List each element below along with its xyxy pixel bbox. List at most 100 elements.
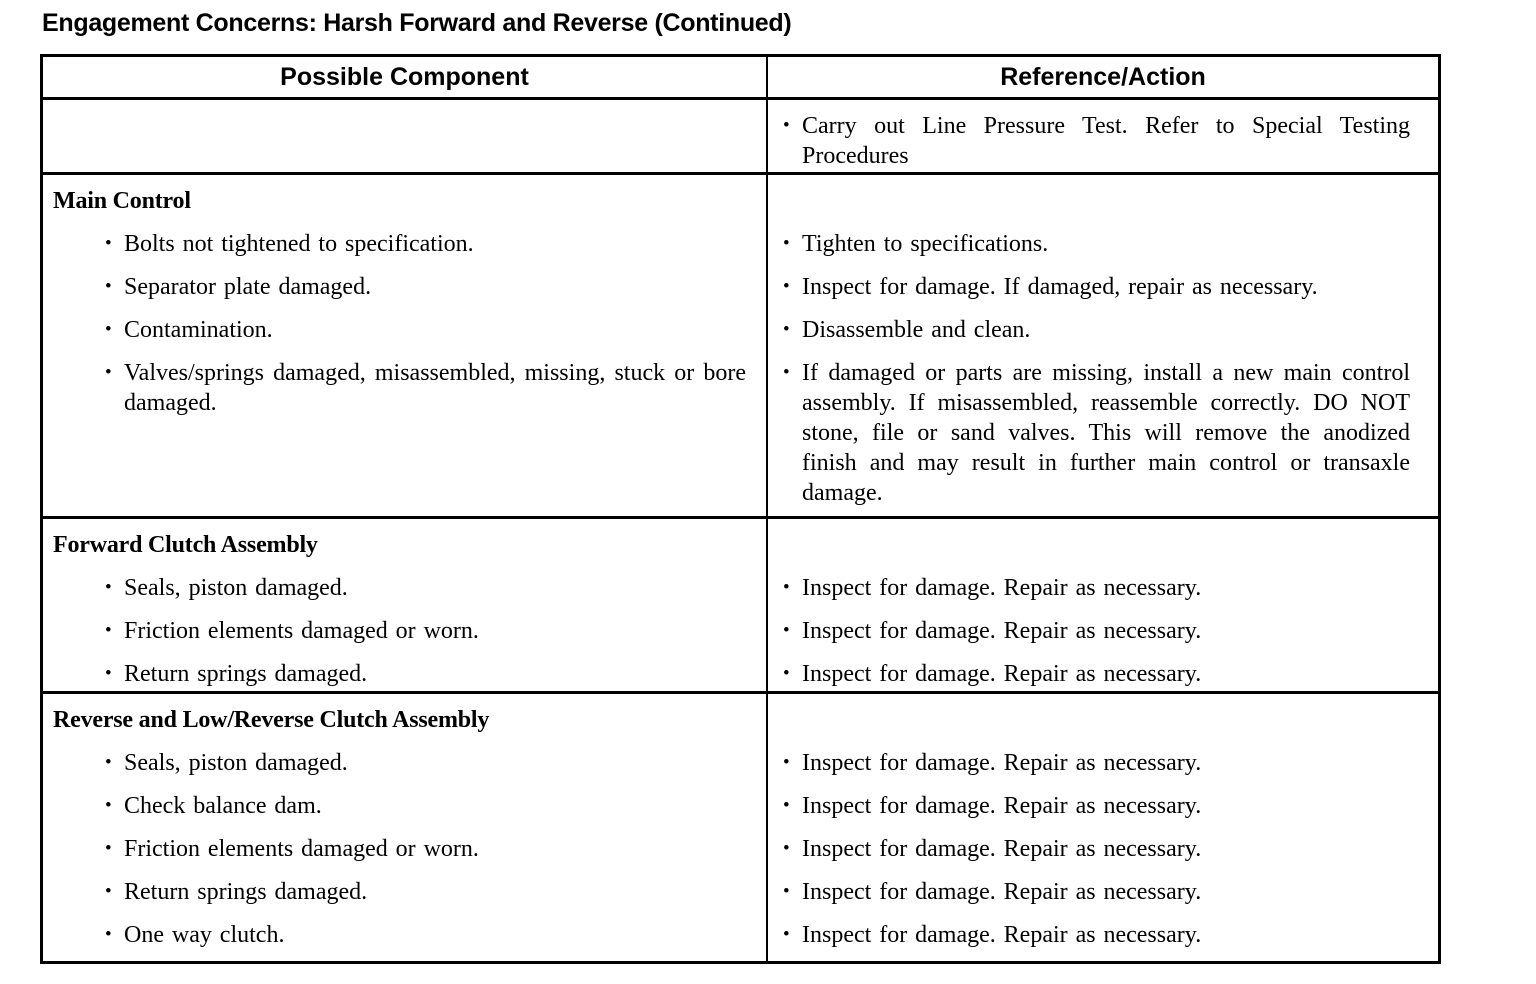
reference-action-cell: • Inspect for damage. Repair as necessary… — [766, 694, 1438, 961]
bullet-icon: • — [783, 881, 790, 902]
component-section-title: Main Control — [53, 188, 191, 214]
bullet-icon: • — [105, 752, 112, 773]
bullet-text: Valves/springs damaged, misassembled, mi… — [124, 360, 746, 416]
bullet-icon: • — [783, 319, 790, 340]
possible-component-cell — [43, 100, 766, 172]
bullet-text: Inspect for damage. Repair as necessary. — [802, 661, 1202, 687]
bullet-text: Inspect for damage. Repair as necessary. — [802, 922, 1202, 948]
reference-action-cell: • Carry out Line Pressure Test. Refer to … — [766, 100, 1438, 172]
action-item-list: • Tighten to specifications. • Inspect for … — [783, 229, 1410, 508]
table-row: Main Control • Bolts not tightened to spec… — [43, 172, 1438, 516]
bullet-icon: • — [105, 795, 112, 816]
bullet-text: If damaged or parts are missing, install… — [802, 360, 1410, 506]
bullet-icon: • — [783, 924, 790, 945]
bullet-text: Inspect for damage. Repair as necessary. — [802, 618, 1202, 644]
bullet-item: • Inspect for damage. Repair as necessary… — [783, 791, 1410, 821]
bullet-item: • Seals, piston damaged. — [105, 573, 746, 603]
bullet-item: • Inspect for damage. Repair as necessary… — [783, 877, 1410, 907]
document-page: Engagement Concerns: Harsh Forward and R… — [0, 9, 1536, 964]
bullet-icon: • — [105, 663, 112, 684]
bullet-text: Separator plate damaged. — [124, 274, 372, 300]
table-row: • Carry out Line Pressure Test. Refer to … — [43, 97, 1438, 172]
bullet-icon: • — [105, 362, 112, 383]
possible-component-cell: Forward Clutch Assembly • Seals, piston da… — [43, 519, 766, 691]
bullet-icon: • — [783, 577, 790, 598]
bullet-text: Seals, piston damaged. — [124, 750, 348, 776]
component-item-list: • Bolts not tightened to specification. • S… — [105, 229, 746, 418]
bullet-item: • Inspect for damage. If damaged, repair … — [783, 272, 1410, 302]
component-section-title: Forward Clutch Assembly — [53, 532, 318, 558]
bullet-text: Inspect for damage. Repair as necessary. — [802, 750, 1202, 776]
bullet-item: • Inspect for damage. Repair as necessary… — [783, 748, 1410, 778]
title-spacer — [783, 705, 1410, 748]
action-item-list: • Inspect for damage. Repair as necessary… — [783, 573, 1410, 689]
bullet-text: Disassemble and clean. — [802, 317, 1031, 343]
bullet-item: • Seals, piston damaged. — [105, 748, 746, 778]
reference-action-cell: • Inspect for damage. Repair as necessary… — [766, 519, 1438, 691]
bullet-item: • If damaged or parts are missing, instal… — [783, 358, 1410, 508]
bullet-text: Bolts not tightened to specification. — [124, 231, 474, 257]
component-item-list: • Seals, piston damaged. • Check balance da… — [105, 748, 746, 950]
bullet-text: Inspect for damage. Repair as necessary. — [802, 575, 1202, 601]
column-header-possible-component: Possible Component — [280, 63, 529, 91]
bullet-item: • Inspect for damage. Repair as necessary… — [783, 834, 1410, 864]
bullet-text: Return springs damaged. — [124, 879, 368, 905]
diagnosis-table: Possible Component Reference/Action • Car… — [40, 54, 1441, 964]
page-title: Engagement Concerns: Harsh Forward and R… — [42, 9, 792, 37]
bullet-icon: • — [783, 276, 790, 297]
bullet-icon: • — [105, 233, 112, 254]
bullet-icon: • — [783, 362, 790, 383]
bullet-item: • Contamination. — [105, 315, 746, 345]
bullet-item: • Check balance dam. — [105, 791, 746, 821]
bullet-item: • Friction elements damaged or worn. — [105, 834, 746, 864]
bullet-item: • Bolts not tightened to specification. — [105, 229, 746, 259]
table-body: • Carry out Line Pressure Test. Refer to … — [43, 97, 1438, 961]
bullet-icon: • — [783, 838, 790, 859]
bullet-text: One way clutch. — [124, 922, 285, 948]
bullet-item: • Carry out Line Pressure Test. Refer to … — [783, 111, 1410, 171]
bullet-icon: • — [105, 620, 112, 641]
component-item-list: • Seals, piston damaged. • Friction element… — [105, 573, 746, 689]
bullet-text: Inspect for damage. Repair as necessary. — [802, 836, 1202, 862]
bullet-item: • Inspect for damage. Repair as necessary… — [783, 659, 1410, 689]
title-spacer — [783, 186, 1410, 229]
bullet-icon: • — [783, 620, 790, 641]
bullet-item: • Inspect for damage. Repair as necessary… — [783, 920, 1410, 950]
bullet-item: • Valves/springs damaged, misassembled, m… — [105, 358, 746, 418]
table-header-row: Possible Component Reference/Action — [43, 57, 1438, 97]
bullet-icon: • — [105, 276, 112, 297]
table-row: Forward Clutch Assembly • Seals, piston da… — [43, 516, 1438, 691]
bullet-icon: • — [783, 752, 790, 773]
bullet-icon: • — [783, 663, 790, 684]
bullet-text: Friction elements damaged or worn. — [124, 618, 479, 644]
bullet-text: Seals, piston damaged. — [124, 575, 348, 601]
bullet-text: Inspect for damage. If damaged, repair a… — [802, 274, 1318, 300]
bullet-item: • Return springs damaged. — [105, 877, 746, 907]
possible-component-cell: Main Control • Bolts not tightened to spec… — [43, 175, 766, 516]
bullet-item: • Return springs damaged. — [105, 659, 746, 689]
bullet-text: Inspect for damage. Repair as necessary. — [802, 793, 1202, 819]
bullet-icon: • — [783, 795, 790, 816]
reference-action-cell: • Tighten to specifications. • Inspect for … — [766, 175, 1438, 516]
action-item-list: • Carry out Line Pressure Test. Refer to … — [783, 111, 1410, 171]
bullet-text: Friction elements damaged or worn. — [124, 836, 479, 862]
bullet-text: Inspect for damage. Repair as necessary. — [802, 879, 1202, 905]
title-spacer — [783, 530, 1410, 573]
bullet-text: Check balance dam. — [124, 793, 322, 819]
bullet-icon: • — [105, 838, 112, 859]
bullet-item: • Disassemble and clean. — [783, 315, 1410, 345]
bullet-item: • Inspect for damage. Repair as necessary… — [783, 616, 1410, 646]
bullet-text: Return springs damaged. — [124, 661, 368, 687]
bullet-icon: • — [105, 319, 112, 340]
component-section-title: Reverse and Low/Reverse Clutch Assembly — [53, 707, 490, 733]
bullet-text: Carry out Line Pressure Test. Refer to S… — [802, 113, 1410, 169]
bullet-item: • Inspect for damage. Repair as necessary… — [783, 573, 1410, 603]
column-header-reference-action: Reference/Action — [766, 57, 1438, 97]
bullet-icon: • — [783, 115, 790, 136]
bullet-item: • Separator plate damaged. — [105, 272, 746, 302]
bullet-icon: • — [105, 924, 112, 945]
bullet-icon: • — [783, 233, 790, 254]
bullet-text: Tighten to specifications. — [802, 231, 1049, 257]
bullet-icon: • — [105, 577, 112, 598]
bullet-text: Contamination. — [124, 317, 273, 343]
